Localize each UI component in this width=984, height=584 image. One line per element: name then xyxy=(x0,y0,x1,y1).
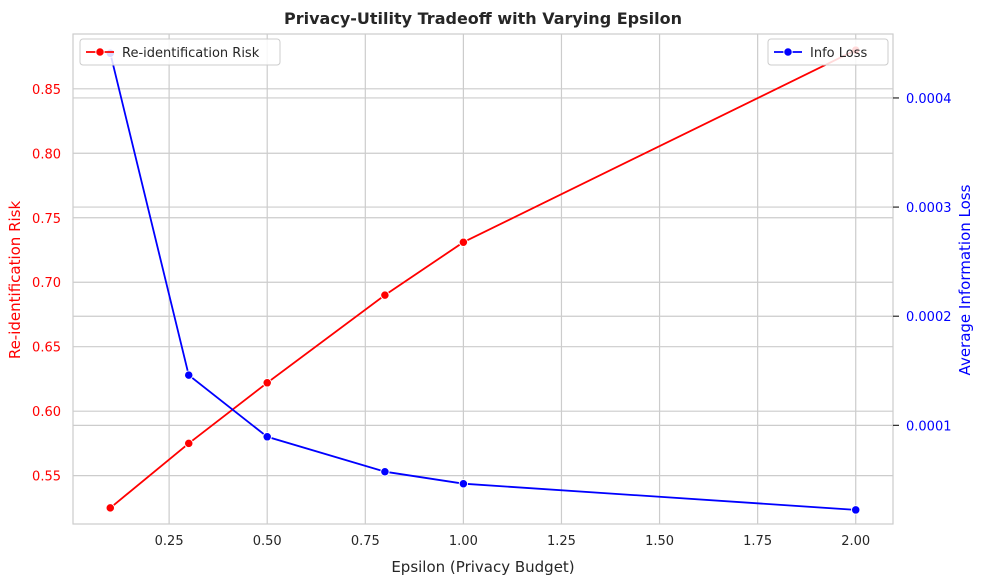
data-point-info-loss xyxy=(380,467,390,477)
legend-box xyxy=(767,38,889,66)
data-point-risk xyxy=(380,290,390,300)
y-right-axis-label: Average Information Loss xyxy=(956,184,974,375)
y-right-tick-label: 0.0004 xyxy=(906,92,952,107)
data-point-risk xyxy=(105,503,115,513)
chart-title: Privacy-Utility Tradeoff with Varying Ep… xyxy=(284,9,682,28)
data-point-info-loss xyxy=(262,432,272,442)
y-left-tick-label: 0.70 xyxy=(32,276,61,291)
y-left-tick-label: 0.80 xyxy=(32,147,61,162)
data-point-risk xyxy=(262,378,272,388)
legend-label: Info Loss xyxy=(810,46,867,61)
legend-risk: Re-identification Risk xyxy=(79,38,281,66)
y-right-axis-ticks: 0.0001 0.0002 0.0003 0.0004 xyxy=(893,92,952,434)
legend-info-loss: Info Loss xyxy=(767,38,889,66)
y-right-tick-label: 0.0003 xyxy=(906,201,952,216)
x-axis-label: Epsilon (Privacy Budget) xyxy=(391,558,574,576)
grid xyxy=(73,34,893,524)
legend-box xyxy=(79,38,281,66)
data-point-info-loss xyxy=(851,505,861,515)
x-axis-ticks: 0.25 0.50 0.75 1.00 1.25 1.50 1.75 2.00 xyxy=(155,534,871,549)
y-left-tick-label: 0.75 xyxy=(32,212,61,227)
y-left-tick-label: 0.60 xyxy=(32,405,61,420)
y-left-tick-label: 0.55 xyxy=(32,470,61,485)
x-tick-label: 1.25 xyxy=(547,534,576,549)
x-tick-label: 0.75 xyxy=(351,534,380,549)
data-point-info-loss xyxy=(184,370,194,380)
x-tick-label: 1.50 xyxy=(645,534,674,549)
y-left-tick-label: 0.65 xyxy=(32,341,61,356)
x-tick-label: 2.00 xyxy=(841,534,870,549)
y-left-axis-label: Re-identification Risk xyxy=(6,201,24,360)
data-point-info-loss xyxy=(458,479,469,489)
legend-marker xyxy=(783,47,793,57)
data-point-risk xyxy=(184,438,194,449)
y-right-tick-label: 0.0002 xyxy=(906,310,952,325)
x-tick-label: 1.00 xyxy=(449,534,478,549)
series-line-risk xyxy=(109,49,857,509)
plot-frame xyxy=(72,33,894,525)
x-tick-label: 1.75 xyxy=(743,534,772,549)
legend-marker xyxy=(95,47,105,57)
legend-label: Re-identification Risk xyxy=(122,46,260,61)
y-right-tick-label: 0.0001 xyxy=(906,419,952,434)
y-left-axis-ticks: 0.55 0.60 0.65 0.70 0.75 0.80 0.85 xyxy=(32,83,61,485)
data-point-risk xyxy=(458,237,469,247)
x-tick-label: 0.50 xyxy=(253,534,282,549)
series-layer xyxy=(105,45,861,515)
x-tick-label: 0.25 xyxy=(155,534,184,549)
y-left-tick-label: 0.85 xyxy=(32,83,61,98)
series-line-info-loss xyxy=(109,52,856,511)
